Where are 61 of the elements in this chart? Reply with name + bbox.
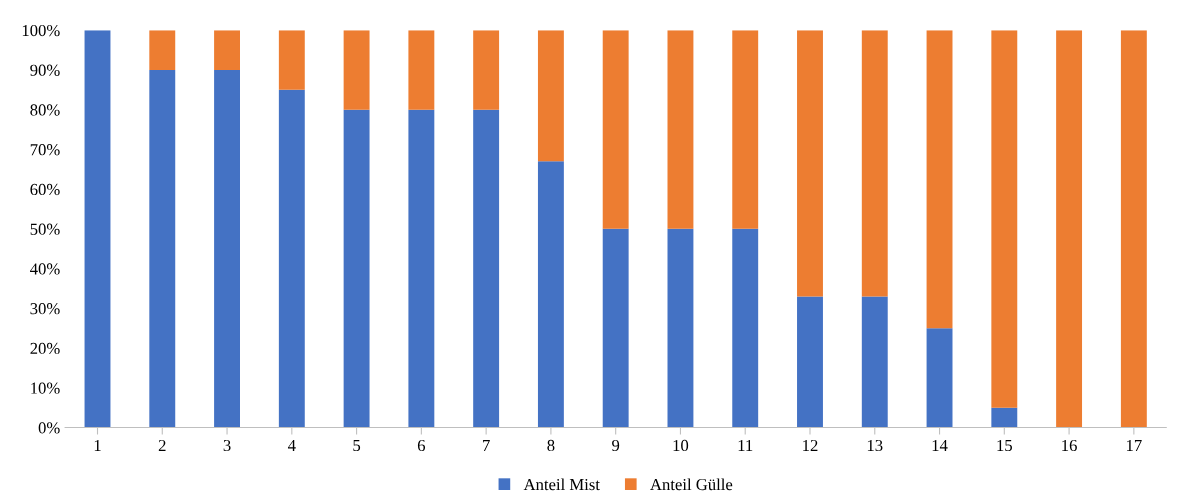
x-tick-label: 5 <box>353 440 361 452</box>
bar <box>732 30 759 229</box>
bar <box>149 30 176 70</box>
bar <box>667 30 694 229</box>
bar <box>278 89 305 428</box>
y-tick-label: 40% <box>30 263 60 275</box>
y-tick-label: 30% <box>30 303 60 315</box>
bar <box>861 30 888 297</box>
y-tick-label: 80% <box>30 104 60 116</box>
y-tick-label: 0% <box>38 422 60 434</box>
x-tick-label: 6 <box>417 439 426 452</box>
bar <box>408 30 435 110</box>
x-tick-label: 3 <box>223 439 231 452</box>
bar <box>602 30 629 229</box>
bar <box>149 69 176 428</box>
legend-label: Anteil Mist <box>523 478 600 491</box>
bar <box>602 228 629 428</box>
bar <box>926 30 953 329</box>
bar <box>1120 30 1147 428</box>
bar <box>797 296 823 428</box>
bar <box>214 30 240 70</box>
bar <box>861 296 888 428</box>
bar <box>473 30 500 110</box>
bar <box>732 228 759 428</box>
bar <box>343 30 370 110</box>
x-tick-label: 9 <box>612 439 620 452</box>
legend-label: Anteil Gülle <box>650 478 733 491</box>
bar <box>991 30 1018 408</box>
x-tick-label: 4 <box>287 439 296 451</box>
bar <box>991 407 1018 428</box>
y-tick-label: 100% <box>22 24 60 37</box>
bar <box>667 228 694 428</box>
x-tick-label: 11 <box>738 439 753 451</box>
x-tick-label: 13 <box>867 439 883 452</box>
x-tick-label: 1 <box>94 439 101 451</box>
bar <box>343 109 370 428</box>
bar <box>537 30 564 162</box>
x-tick-label: 17 <box>1126 439 1142 451</box>
bar <box>926 328 953 428</box>
y-tick-label: 90% <box>30 64 60 76</box>
x-tick-label: 14 <box>932 439 948 451</box>
bar <box>537 161 564 428</box>
x-tick-label: 12 <box>803 439 818 451</box>
bar <box>1056 30 1083 428</box>
x-tick-label: 2 <box>158 439 166 451</box>
x-tick-label: 15 <box>997 439 1012 452</box>
y-tick-label: 20% <box>30 342 60 355</box>
bar <box>473 109 500 428</box>
x-tick-label: 7 <box>483 440 490 451</box>
bar <box>214 69 240 428</box>
x-tick-label: 16 <box>1062 439 1077 452</box>
bar <box>797 30 823 297</box>
bar <box>278 30 305 90</box>
y-tick-label: 10% <box>31 382 60 394</box>
y-tick-label: 50% <box>30 223 60 235</box>
y-tick-label: 70% <box>30 144 60 156</box>
bar <box>84 30 111 428</box>
x-tick-label: 10 <box>673 439 689 452</box>
bar <box>408 109 435 428</box>
y-tick-label: 60% <box>30 183 60 196</box>
x-tick-label: 8 <box>547 439 555 452</box>
